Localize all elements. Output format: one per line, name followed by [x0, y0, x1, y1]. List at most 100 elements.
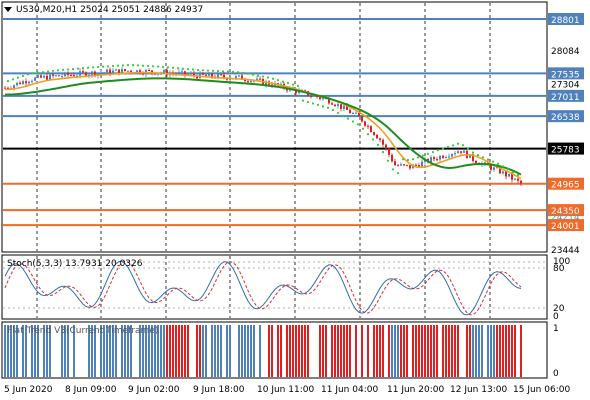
- psar-dot: [176, 67, 180, 70]
- flat-trend-up-bar: [127, 325, 129, 377]
- bear-candle: [433, 157, 435, 160]
- psar-dot: [436, 149, 440, 152]
- flat-trend-up-bar: [220, 325, 222, 377]
- flat-trend-up-bar: [4, 325, 6, 377]
- flat-trend-down-bar: [508, 325, 510, 377]
- bear-candle: [223, 74, 225, 78]
- flat-trend-up-bar: [226, 325, 228, 377]
- flat-trend-down-bar: [520, 325, 522, 377]
- psar-dot: [131, 64, 135, 67]
- flat-trend-up-bar: [22, 325, 24, 377]
- bull-candle: [448, 156, 450, 158]
- flat-trend-down-bar: [199, 325, 201, 377]
- bear-candle: [70, 75, 72, 77]
- bear-candle: [340, 104, 342, 109]
- psar-dot: [171, 66, 175, 69]
- level-lines: [3, 18, 546, 227]
- psar-dot: [311, 102, 315, 105]
- flat-trend-up-bar: [67, 325, 69, 377]
- flat-trend-down-bar: [421, 325, 423, 377]
- bear-candle: [166, 70, 168, 76]
- bear-candle: [94, 71, 96, 76]
- psar-dot: [166, 66, 170, 69]
- flat-trend-down-bar: [277, 325, 279, 377]
- flat-trend-up-bar: [139, 325, 141, 377]
- bear-candle: [358, 112, 360, 117]
- flat-trend-down-bar: [454, 325, 456, 377]
- bull-candle: [103, 72, 105, 74]
- psar-dot: [101, 65, 105, 68]
- bear-candle: [328, 98, 330, 104]
- flat-trend-down-bar: [427, 325, 429, 377]
- psar-dot: [56, 69, 60, 72]
- bull-candle: [208, 73, 210, 76]
- flat-trend-down-bar: [196, 325, 198, 377]
- bear-candle: [385, 144, 387, 149]
- main-chart-panel[interactable]: [1, 1, 548, 253]
- flat-trend-down-bar: [442, 325, 444, 377]
- price-axis-tick: 27304: [551, 80, 580, 90]
- bull-candle: [217, 74, 219, 79]
- flat-trend-up-bar: [217, 325, 219, 377]
- flat-trend-up-bar: [475, 325, 477, 377]
- bear-candle: [109, 69, 111, 74]
- psar-dot: [41, 70, 45, 74]
- bull-candle: [256, 78, 258, 81]
- flat-trend-up-bar: [142, 325, 144, 377]
- time-label: 9 Jun 02:00: [128, 385, 180, 395]
- psar-dot: [481, 156, 485, 159]
- psar-dot: [291, 83, 295, 86]
- flat-trend-up-bar: [43, 325, 45, 377]
- flat-trend-up-bar: [37, 325, 39, 377]
- flat-trend-down-bar: [448, 325, 450, 377]
- bear-candle: [67, 72, 69, 76]
- flat-trend-down-bar: [319, 325, 321, 377]
- time-label: 8 Jun 09:00: [65, 385, 117, 395]
- bear-candle: [370, 126, 372, 133]
- flat-trend-up-bar: [214, 325, 216, 377]
- flat-trend-down-bar: [349, 325, 351, 377]
- bear-candle: [403, 164, 405, 166]
- psar-dot: [241, 71, 245, 74]
- flat-trend-up-bar: [244, 325, 246, 377]
- psar-dot: [271, 77, 275, 80]
- psar-dot: [361, 127, 365, 130]
- psar-dot: [161, 65, 165, 69]
- bull-candle: [37, 75, 39, 78]
- flat-trend-up-bar: [391, 325, 393, 377]
- bear-candle: [391, 154, 393, 162]
- bear-candle: [220, 74, 222, 76]
- price-label-box: [548, 177, 584, 190]
- psar-dot: [266, 76, 270, 79]
- dropdown-triangle-icon[interactable]: [4, 7, 12, 12]
- flat-trend-down-bar: [307, 325, 309, 377]
- flat-trend-down-bar: [406, 325, 408, 377]
- bear-candle: [259, 78, 261, 80]
- flat-trend-up-bar: [157, 325, 159, 377]
- time-label: 11 Jun 04:00: [321, 385, 378, 395]
- flat-trend-up-bar: [64, 325, 66, 377]
- flat-trend-up-bar: [151, 325, 153, 377]
- flat-trend-down-bar: [172, 325, 174, 377]
- time-label: 11 Jun 20:00: [387, 385, 444, 395]
- symbol-label: US30,M20,H1 25024 25051 24886 24937: [16, 5, 203, 15]
- psar-dot: [196, 68, 200, 72]
- bear-candle: [40, 75, 42, 78]
- flat-trend-down-bar: [403, 325, 405, 377]
- bear-candle: [379, 138, 381, 140]
- psar-dot: [461, 144, 465, 147]
- bull-candle: [49, 74, 51, 80]
- bear-candle: [73, 75, 75, 77]
- psar-dot: [301, 99, 305, 102]
- bull-candle: [13, 85, 15, 89]
- flat-trend-down-bar: [289, 325, 291, 377]
- bear-candle: [472, 154, 474, 161]
- flat-trend-up-bar: [259, 325, 261, 377]
- psar-dot: [191, 68, 195, 71]
- psar-dot: [486, 158, 490, 161]
- psar-dot: [21, 74, 25, 78]
- flat-trend-bars: [4, 325, 522, 377]
- bear-candle: [517, 178, 519, 181]
- price-label-value: 25783: [551, 146, 580, 156]
